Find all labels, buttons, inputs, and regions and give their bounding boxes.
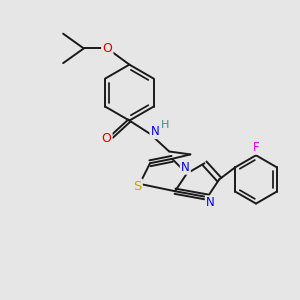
Text: F: F <box>253 141 259 154</box>
Text: O: O <box>102 42 112 55</box>
Text: N: N <box>151 125 159 138</box>
Text: H: H <box>160 120 169 130</box>
Text: S: S <box>133 180 142 193</box>
Text: N: N <box>206 196 215 209</box>
Text: N: N <box>181 160 190 174</box>
Text: O: O <box>101 132 111 145</box>
